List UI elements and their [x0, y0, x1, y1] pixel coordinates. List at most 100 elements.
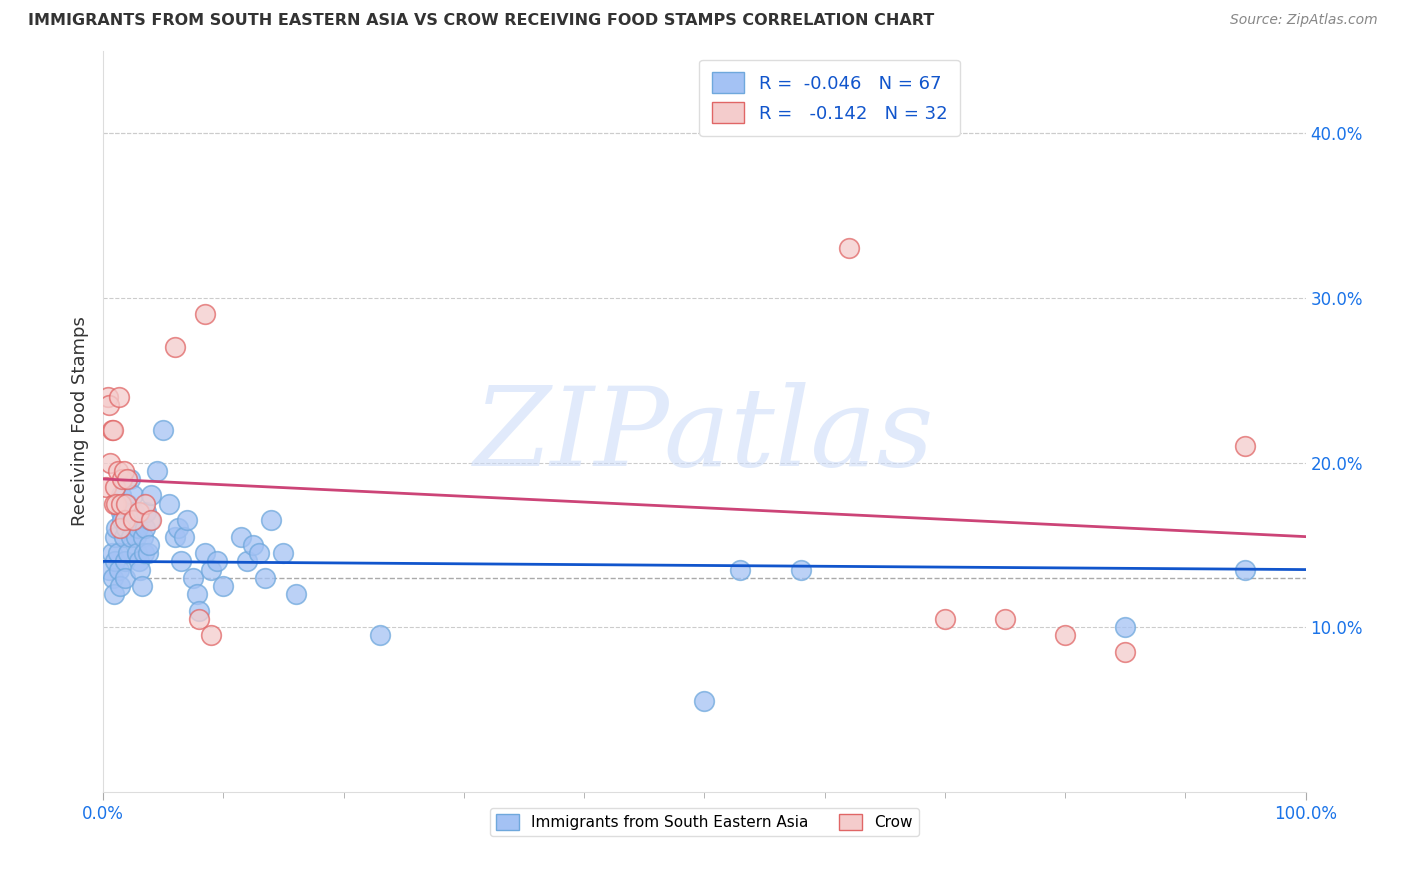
Point — [117, 546, 139, 560]
Point — [165, 530, 187, 544]
Point — [170, 554, 193, 568]
Point — [186, 587, 208, 601]
Point — [112, 464, 135, 478]
Point — [103, 587, 125, 601]
Point — [105, 497, 128, 511]
Point — [110, 488, 132, 502]
Point — [112, 530, 135, 544]
Text: IMMIGRANTS FROM SOUTH EASTERN ASIA VS CROW RECEIVING FOOD STAMPS CORRELATION CHA: IMMIGRANTS FROM SOUTH EASTERN ASIA VS CR… — [28, 13, 935, 29]
Point — [994, 612, 1017, 626]
Point — [110, 497, 132, 511]
Point — [114, 554, 136, 568]
Point — [200, 628, 222, 642]
Point — [138, 538, 160, 552]
Point — [173, 530, 195, 544]
Point — [176, 513, 198, 527]
Point — [368, 628, 391, 642]
Point — [136, 546, 159, 560]
Point — [134, 497, 156, 511]
Point — [127, 521, 149, 535]
Text: Source: ZipAtlas.com: Source: ZipAtlas.com — [1230, 13, 1378, 28]
Point — [132, 530, 155, 544]
Point — [98, 398, 121, 412]
Point — [260, 513, 283, 527]
Point — [97, 390, 120, 404]
Point — [108, 521, 131, 535]
Point — [132, 546, 155, 560]
Point — [111, 513, 134, 527]
Point — [107, 546, 129, 560]
Point — [157, 497, 180, 511]
Point — [115, 521, 138, 535]
Point — [194, 307, 217, 321]
Point — [139, 513, 162, 527]
Point — [181, 571, 204, 585]
Point — [1234, 439, 1257, 453]
Point — [104, 480, 127, 494]
Point — [194, 546, 217, 560]
Point — [128, 554, 150, 568]
Point — [129, 563, 152, 577]
Point — [135, 505, 157, 519]
Point — [98, 563, 121, 577]
Point — [114, 571, 136, 585]
Point — [105, 521, 128, 535]
Point — [207, 554, 229, 568]
Point — [254, 571, 277, 585]
Point — [104, 530, 127, 544]
Point — [118, 472, 141, 486]
Point — [242, 538, 264, 552]
Point — [1053, 628, 1076, 642]
Y-axis label: Receiving Food Stamps: Receiving Food Stamps — [72, 317, 89, 526]
Point — [273, 546, 295, 560]
Point — [934, 612, 956, 626]
Point — [284, 587, 307, 601]
Point — [134, 521, 156, 535]
Point — [101, 571, 124, 585]
Point — [107, 464, 129, 478]
Point — [94, 480, 117, 494]
Point — [107, 563, 129, 577]
Point — [110, 505, 132, 519]
Point — [141, 488, 163, 502]
Point — [693, 694, 716, 708]
Point — [98, 456, 121, 470]
Point — [111, 472, 134, 486]
Point — [200, 563, 222, 577]
Point — [1234, 563, 1257, 577]
Point — [100, 546, 122, 560]
Point — [101, 423, 124, 437]
Point — [104, 554, 127, 568]
Point — [103, 497, 125, 511]
Point — [165, 340, 187, 354]
Point — [141, 513, 163, 527]
Point — [212, 579, 235, 593]
Point — [121, 513, 143, 527]
Text: ZIPatlas: ZIPatlas — [474, 383, 935, 490]
Point — [1114, 620, 1136, 634]
Point — [100, 423, 122, 437]
Point — [125, 546, 148, 560]
Point — [115, 497, 138, 511]
Point — [120, 530, 142, 544]
Point — [131, 579, 153, 593]
Point — [188, 604, 211, 618]
Point — [730, 563, 752, 577]
Point — [122, 513, 145, 527]
Point — [115, 472, 138, 486]
Legend: Immigrants from South Eastern Asia, Crow: Immigrants from South Eastern Asia, Crow — [489, 808, 918, 836]
Point — [231, 530, 253, 544]
Point — [115, 497, 138, 511]
Point — [236, 554, 259, 568]
Point — [188, 612, 211, 626]
Point — [152, 423, 174, 437]
Point — [1114, 645, 1136, 659]
Point — [249, 546, 271, 560]
Point — [789, 563, 811, 577]
Point — [122, 488, 145, 502]
Point — [166, 521, 188, 535]
Point — [124, 530, 146, 544]
Point — [124, 505, 146, 519]
Point — [146, 464, 169, 478]
Point — [108, 579, 131, 593]
